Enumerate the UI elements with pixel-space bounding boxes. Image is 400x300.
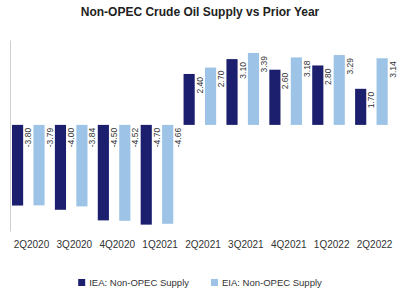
data-label: 2.40 [195, 77, 205, 94]
series [33, 53, 387, 224]
bar [291, 57, 302, 124]
y-axis-line [10, 41, 11, 232]
x-tick-label: 3Q2021 [228, 239, 264, 250]
data-label: -4.50 [109, 128, 119, 148]
data-label: -3.80 [23, 128, 33, 148]
data-label: 2.70 [216, 70, 226, 87]
x-tick: 4Q2021 [271, 239, 307, 250]
x-tick: 2Q2020 [14, 239, 50, 250]
x-tick-label: 3Q2020 [57, 239, 93, 250]
x-tick-label: 1Q2021 [142, 239, 178, 250]
bar [119, 125, 130, 221]
data-label: -4.66 [173, 128, 183, 148]
data-label: -4.52 [130, 128, 140, 148]
x-tick-label: 2Q2020 [14, 239, 50, 250]
x-tick: 1Q2022 [314, 239, 350, 250]
legend: IEA: Non-OPEC Supply EIA: Non-OPEC Supply [78, 277, 322, 288]
data-label: 2.80 [323, 68, 333, 85]
bar [55, 125, 66, 210]
data-label: 3.14 [388, 61, 398, 78]
x-axis: 2Q2020 3Q2020 4Q2020 1Q2021 2Q2021 3Q2021 4Q20… [14, 239, 393, 250]
bar [184, 74, 195, 125]
x-tick-label: 1Q2022 [314, 239, 350, 250]
x-tick: 3Q2020 [57, 239, 93, 250]
bar [12, 125, 23, 206]
bar [334, 55, 345, 125]
bar [312, 65, 323, 124]
x-tick: 2Q2022 [357, 239, 393, 250]
bar [76, 125, 87, 206]
data-label: 3.29 [345, 58, 355, 75]
data-label: 3.39 [259, 56, 269, 73]
x-tick-label: 2Q2022 [357, 239, 393, 250]
x-tick-label: 2Q2021 [185, 239, 221, 250]
bar [226, 59, 237, 125]
data-label: -4.00 [66, 128, 76, 148]
series [12, 59, 366, 225]
data-label: 2.60 [280, 72, 290, 89]
data-label: 3.18 [302, 60, 312, 77]
bar [377, 58, 388, 125]
x-tick-label: 4Q2020 [99, 239, 135, 250]
bar [33, 125, 44, 205]
data-labels: -3.80 -4.00 -4.50 -4.70 2.40 3.10 2.60 2.80 1.70… [23, 56, 398, 148]
bar [98, 125, 109, 221]
bar [355, 89, 366, 125]
x-tick: 4Q2020 [99, 239, 135, 250]
legend-label: EIA: Non-OPEC Supply [222, 277, 322, 288]
x-tick: 3Q2021 [228, 239, 264, 250]
bar [205, 68, 216, 125]
legend-swatch [211, 279, 218, 286]
y-axis [10, 41, 11, 232]
data-label: 1.70 [366, 92, 376, 109]
legend-item: EIA: Non-OPEC Supply [211, 277, 322, 288]
title: Non-OPEC Crude Oil Supply vs Prior Year [81, 5, 320, 19]
data-label: -3.84 [87, 128, 97, 148]
x-tick-label: 4Q2021 [271, 239, 307, 250]
legend-label: IEA: Non-OPEC Supply [89, 277, 189, 288]
legend-item: IEA: Non-OPEC Supply [78, 277, 189, 288]
data-label: -3.79 [45, 128, 55, 148]
bars [12, 53, 388, 225]
bar [269, 70, 280, 125]
data-label: -4.70 [152, 128, 162, 148]
x-tick: 1Q2021 [142, 239, 178, 250]
plot: -3.80 -4.00 -4.50 -4.70 2.40 3.10 2.60 2.80 1.70… [11, 41, 398, 251]
bar [141, 125, 152, 225]
bar [248, 53, 259, 125]
bar [162, 125, 173, 224]
x-tick: 2Q2021 [185, 239, 221, 250]
data-label: 3.10 [238, 62, 248, 79]
legend-swatch [78, 279, 85, 286]
chart: Non-OPEC Crude Oil Supply vs Prior Year -… [0, 0, 400, 300]
